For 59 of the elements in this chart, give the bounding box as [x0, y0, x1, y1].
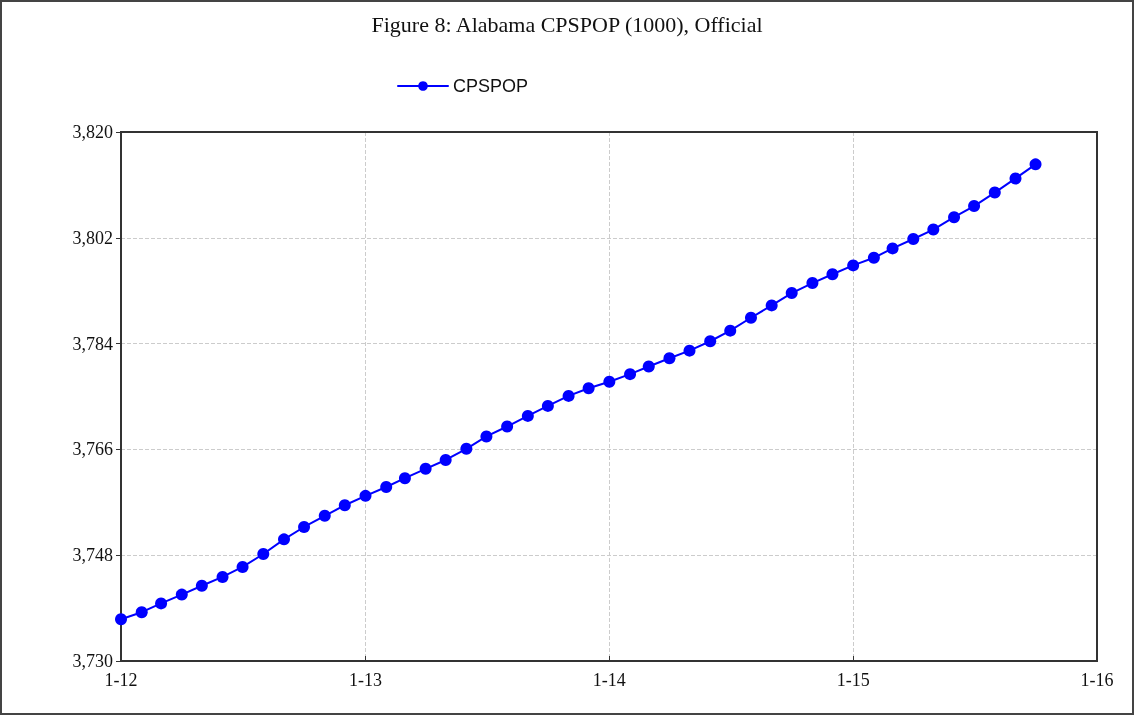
- x-tick-label: 1-14: [592, 670, 626, 690]
- point: [175, 588, 188, 601]
- y-tick-label: 3,802: [72, 227, 113, 248]
- point: [298, 520, 311, 533]
- point: [907, 232, 920, 245]
- point: [1009, 172, 1022, 185]
- point: [257, 548, 270, 561]
- y-tick-label: 3,766: [72, 439, 113, 460]
- x-tick-label: 1-16: [1080, 670, 1114, 690]
- point: [988, 186, 1001, 199]
- point: [582, 382, 595, 395]
- point: [155, 597, 168, 610]
- point: [826, 268, 839, 281]
- point: [603, 375, 616, 388]
- point: [704, 335, 717, 348]
- point: [501, 420, 514, 433]
- point: [380, 481, 393, 494]
- point: [318, 509, 331, 522]
- point: [439, 453, 452, 466]
- y-tick-label: 3,748: [72, 545, 113, 566]
- x-tick-label: 1-12: [104, 670, 138, 690]
- point: [927, 223, 940, 236]
- point: [744, 311, 757, 324]
- point: [135, 606, 148, 619]
- point: [338, 499, 351, 512]
- point: [847, 259, 860, 272]
- point: [806, 277, 819, 290]
- point: [115, 613, 127, 626]
- x-tick-label: 1-15: [836, 670, 870, 690]
- point: [541, 399, 554, 412]
- chart-title: Figure 8: Alabama CPSPOP (1000), Official: [371, 11, 763, 37]
- point: [642, 360, 655, 373]
- y-tick-label: 3,730: [72, 651, 113, 671]
- point: [724, 324, 737, 337]
- point: [765, 299, 778, 312]
- point: [1029, 158, 1042, 171]
- point: [663, 352, 676, 365]
- point: [278, 533, 290, 546]
- point: [624, 368, 637, 381]
- point: [886, 242, 899, 255]
- point: [460, 442, 473, 455]
- point: [216, 570, 229, 583]
- point: [195, 579, 208, 592]
- point: [359, 489, 372, 502]
- point: [948, 211, 961, 224]
- point: [562, 389, 575, 402]
- y-tick-label: 3,784: [72, 333, 113, 354]
- point: [785, 287, 798, 300]
- point: [480, 430, 493, 443]
- x-tick-label: 1-13: [349, 670, 382, 690]
- point: [867, 251, 880, 264]
- point: [419, 462, 432, 475]
- point: [968, 200, 981, 213]
- point: [398, 472, 411, 485]
- legend-label: CPSPOP: [453, 76, 529, 96]
- point: [683, 344, 696, 357]
- y-tick-label: 3,820: [72, 122, 113, 142]
- point: [236, 560, 249, 573]
- point: [521, 409, 534, 422]
